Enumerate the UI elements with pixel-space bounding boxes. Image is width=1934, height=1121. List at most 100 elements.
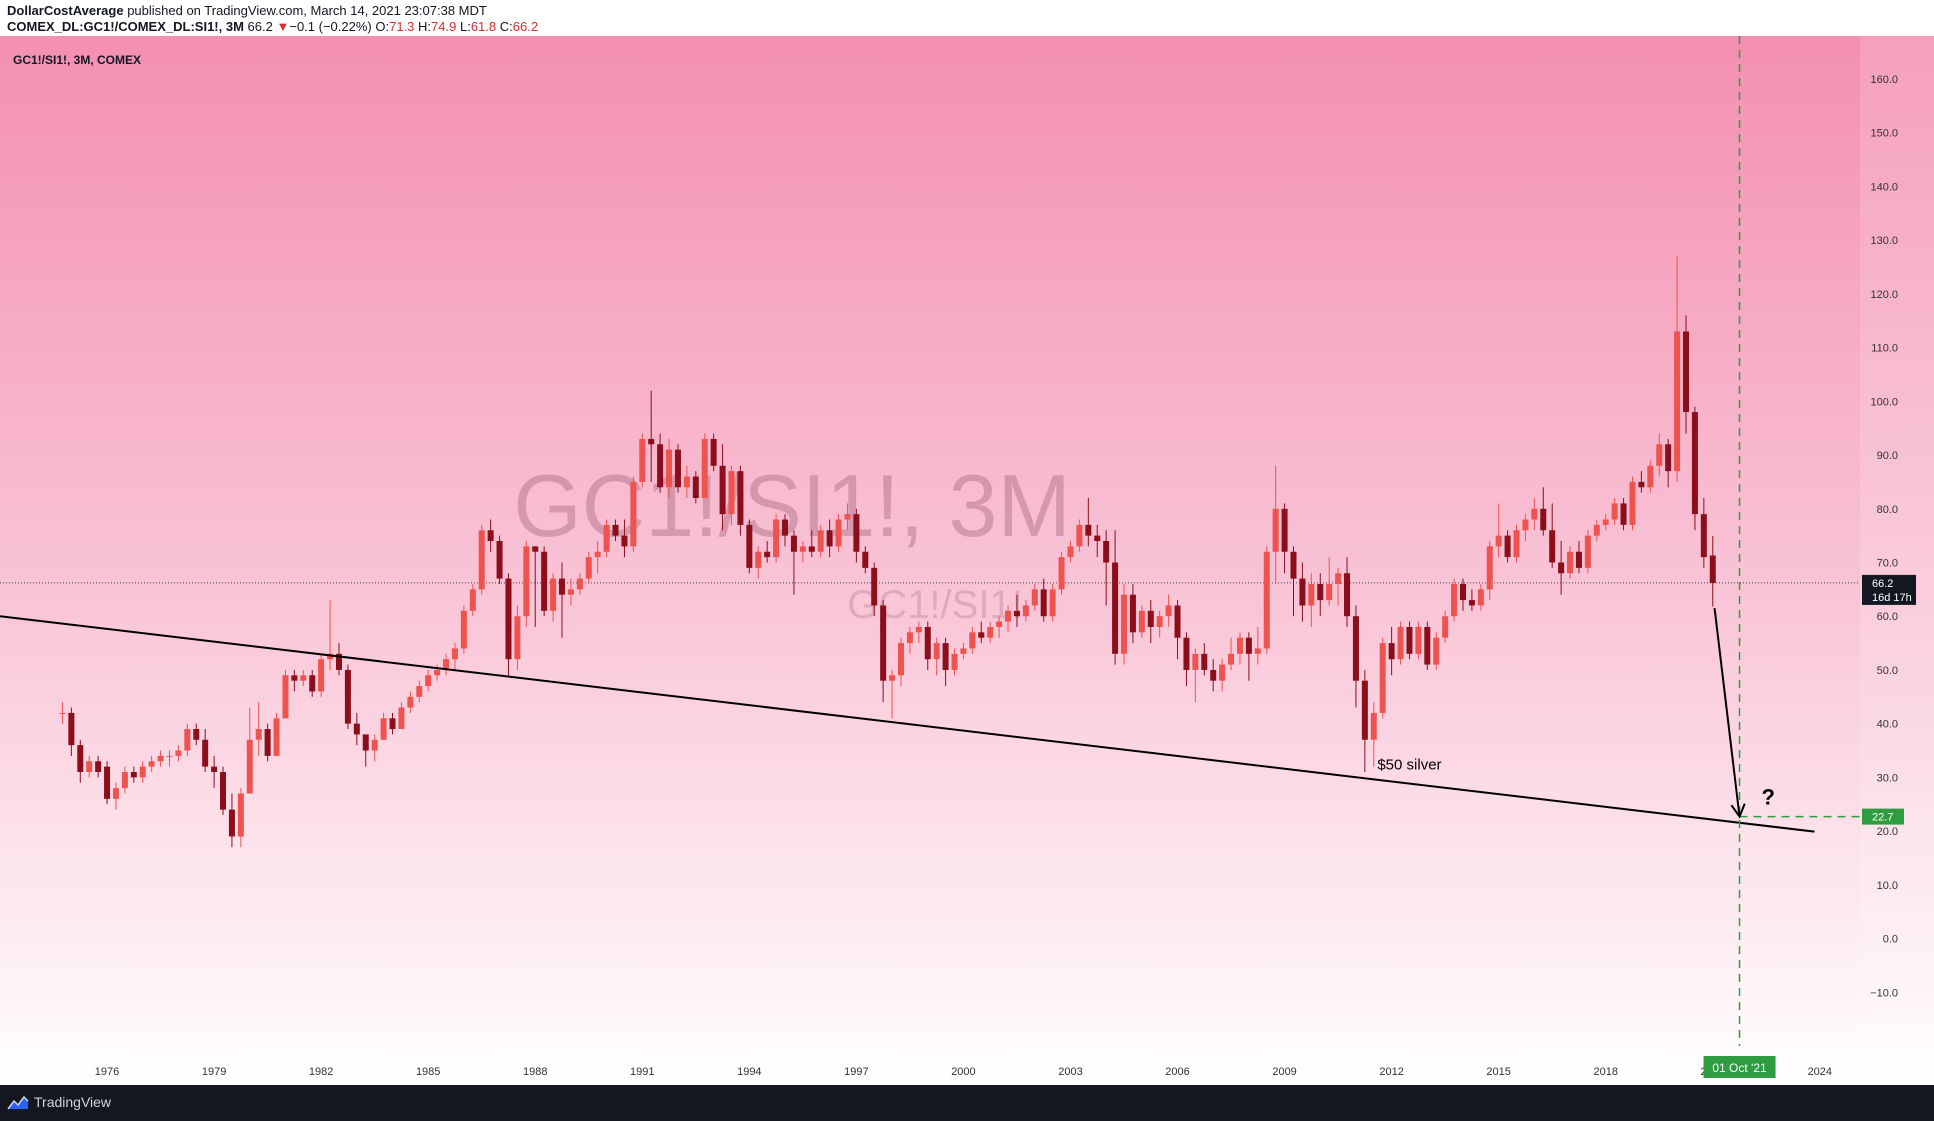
candle[interactable] — [835, 514, 842, 552]
silver-annotation[interactable]: $50 silver — [1377, 756, 1441, 773]
candle[interactable] — [1361, 669, 1368, 773]
candle[interactable] — [630, 476, 637, 552]
candle[interactable] — [478, 524, 485, 595]
candle[interactable] — [969, 626, 976, 654]
candle[interactable] — [1112, 530, 1119, 665]
candle[interactable] — [1477, 583, 1484, 611]
candle[interactable] — [897, 637, 904, 687]
candle[interactable] — [282, 669, 289, 719]
candle[interactable] — [86, 755, 93, 778]
candle[interactable] — [942, 637, 949, 687]
candle[interactable] — [1290, 546, 1297, 617]
candle[interactable] — [1656, 433, 1663, 477]
candle[interactable] — [228, 793, 235, 848]
candle[interactable] — [1022, 600, 1029, 622]
candle[interactable] — [1013, 594, 1020, 627]
candle[interactable] — [719, 444, 726, 531]
candle[interactable] — [853, 508, 860, 563]
candle[interactable] — [1201, 643, 1208, 676]
candle[interactable] — [737, 465, 744, 536]
candle[interactable] — [648, 390, 655, 482]
candle[interactable] — [532, 546, 539, 627]
candle[interactable] — [710, 433, 717, 472]
candle[interactable] — [1415, 621, 1422, 660]
candle[interactable] — [335, 643, 342, 676]
candle[interactable] — [1005, 605, 1012, 633]
candle[interactable] — [960, 643, 967, 660]
candle[interactable] — [1638, 471, 1645, 493]
candle[interactable] — [657, 433, 664, 493]
candle[interactable] — [1299, 562, 1306, 622]
candle[interactable] — [362, 734, 369, 767]
candle[interactable] — [246, 707, 253, 794]
candle[interactable] — [844, 503, 851, 531]
candle[interactable] — [291, 669, 298, 692]
candle[interactable] — [559, 562, 566, 638]
candle[interactable] — [460, 605, 467, 654]
candle[interactable] — [612, 519, 619, 541]
candle[interactable] — [1165, 594, 1172, 627]
candle[interactable] — [1352, 605, 1359, 708]
candle[interactable] — [1379, 637, 1386, 719]
candle[interactable] — [451, 643, 458, 670]
candle[interactable] — [1228, 637, 1235, 670]
candle[interactable] — [541, 546, 548, 617]
candle[interactable] — [1370, 702, 1377, 767]
candle[interactable] — [951, 648, 958, 676]
candle[interactable] — [175, 745, 182, 762]
candle[interactable] — [1531, 498, 1538, 531]
candle[interactable] — [764, 541, 771, 563]
candle[interactable] — [264, 723, 271, 762]
candle[interactable] — [933, 637, 940, 676]
candle[interactable] — [915, 621, 922, 644]
price-chart[interactable]: GC1!/SI1!, 3M GC1!/SI1! GC1!/SI1!, 3M, C… — [0, 36, 1934, 1085]
candle[interactable] — [1085, 498, 1092, 547]
candle[interactable] — [692, 471, 699, 504]
candle[interactable] — [59, 702, 66, 724]
candle[interactable] — [924, 621, 931, 670]
candle[interactable] — [728, 465, 735, 525]
candle[interactable] — [576, 573, 583, 595]
candle[interactable] — [996, 616, 1003, 638]
candle[interactable] — [567, 578, 574, 606]
candle[interactable] — [889, 669, 896, 719]
candle[interactable] — [1281, 503, 1288, 574]
candle[interactable] — [1424, 621, 1431, 670]
candle[interactable] — [621, 519, 628, 558]
candle[interactable] — [220, 766, 227, 815]
candle[interactable] — [1183, 632, 1190, 687]
candle[interactable] — [1236, 632, 1243, 665]
candle[interactable] — [416, 680, 423, 703]
candle[interactable] — [523, 541, 530, 627]
candle[interactable] — [353, 712, 360, 746]
candle[interactable] — [1138, 605, 1145, 638]
candle[interactable] — [683, 465, 690, 499]
candle[interactable] — [906, 626, 913, 654]
projection-arrow[interactable] — [1713, 608, 1741, 817]
candle[interactable] — [862, 546, 869, 574]
candle[interactable] — [389, 712, 396, 735]
candle[interactable] — [1584, 530, 1591, 574]
candle[interactable] — [1629, 476, 1636, 531]
candle[interactable] — [674, 444, 681, 493]
candle[interactable] — [148, 755, 155, 773]
candle[interactable] — [1388, 626, 1395, 676]
candle[interactable] — [1486, 541, 1493, 601]
candle[interactable] — [550, 573, 557, 622]
candle[interactable] — [1674, 256, 1681, 482]
candle[interactable] — [755, 546, 762, 579]
candle[interactable] — [273, 712, 280, 756]
candle[interactable] — [1611, 498, 1618, 525]
candle[interactable] — [1691, 406, 1698, 531]
candle[interactable] — [1317, 573, 1324, 617]
candle[interactable] — [808, 530, 815, 558]
candle[interactable] — [1210, 659, 1217, 692]
candle[interactable] — [300, 669, 307, 687]
candle[interactable] — [469, 583, 476, 617]
candle[interactable] — [1549, 503, 1556, 568]
candle[interactable] — [443, 653, 450, 676]
candle[interactable] — [1665, 438, 1672, 488]
candle[interactable] — [1254, 626, 1261, 665]
candle[interactable] — [1522, 514, 1529, 541]
candle[interactable] — [1049, 583, 1056, 622]
